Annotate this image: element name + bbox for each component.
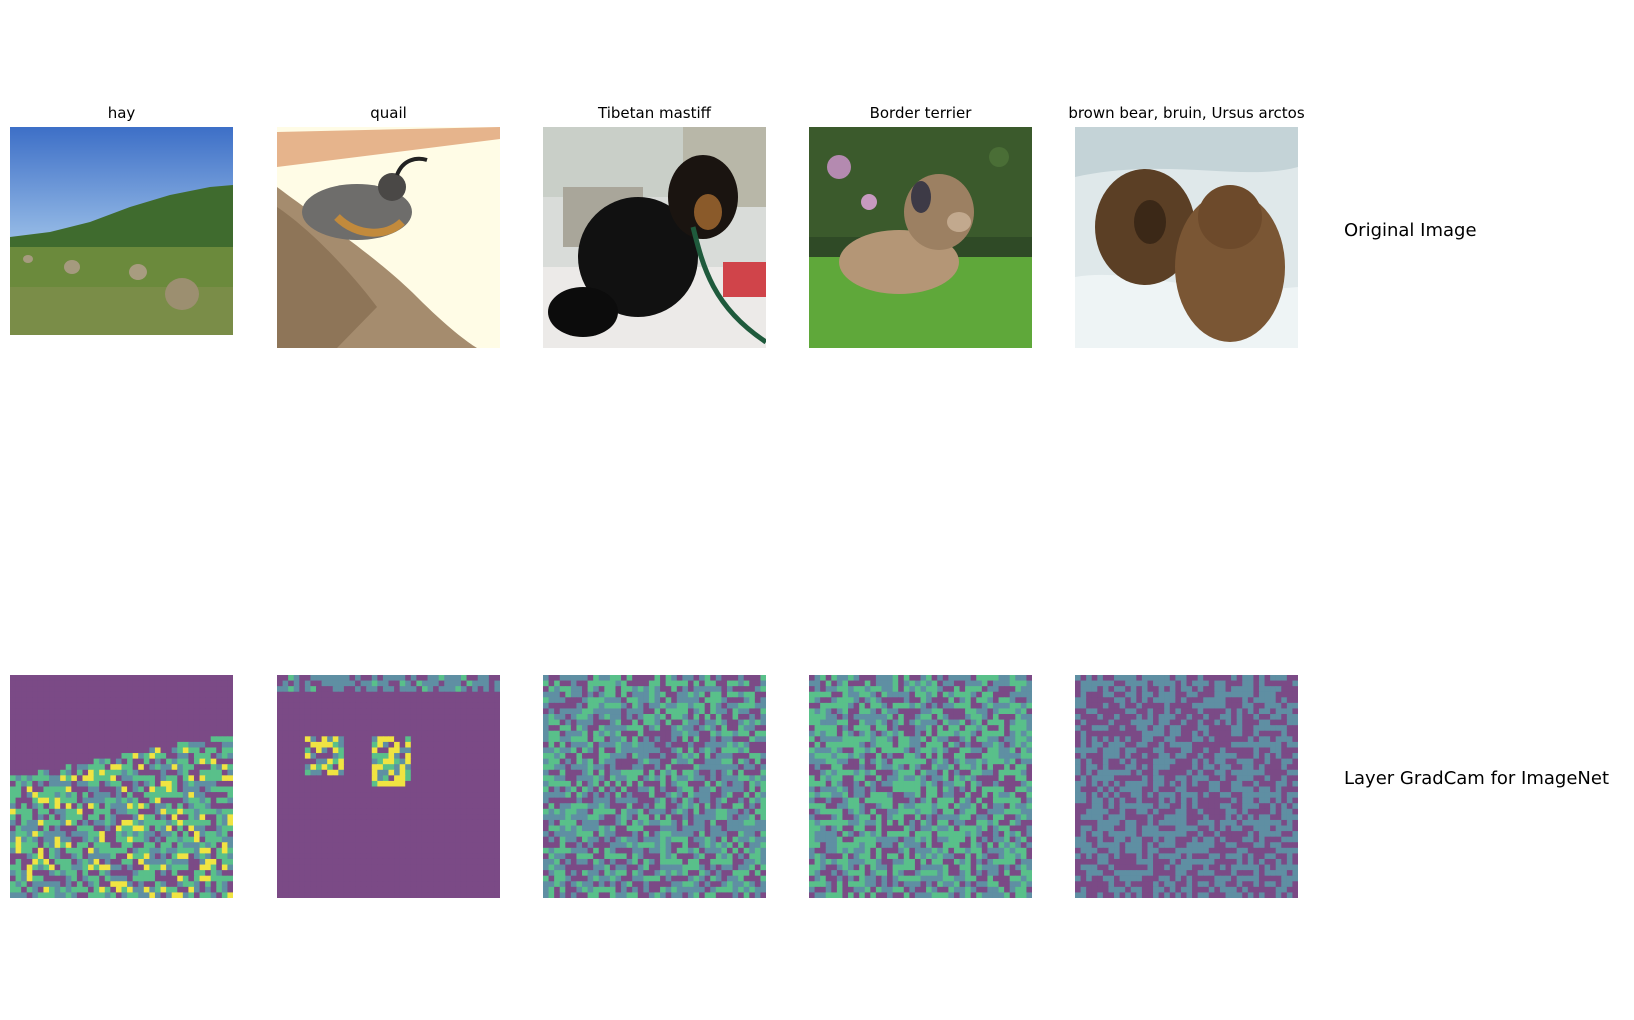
image-tibetan-mastiff — [543, 127, 766, 348]
panel-title: quail — [370, 104, 407, 122]
image-quail — [277, 127, 500, 348]
panel-title: Tibetan mastiff — [598, 104, 711, 122]
image-brown-bear — [1075, 127, 1298, 348]
panel-title: Border terrier — [869, 104, 972, 122]
heatmap-hay — [10, 675, 233, 898]
row-label-gradcam: Layer GradCam for ImageNet — [1344, 768, 1610, 789]
panel-title: brown bear, bruin, Ursus arctos — [1068, 104, 1305, 122]
panel-title: hay — [107, 104, 136, 122]
image-hay — [10, 127, 233, 335]
heatmap-quail — [277, 675, 500, 898]
heatmap-border-terrier — [809, 675, 1032, 898]
image-border-terrier — [809, 127, 1032, 348]
heatmap-brown-bear — [1075, 675, 1298, 898]
heatmap-tibetan-mastiff — [543, 675, 766, 898]
row-label-original: Original Image — [1344, 220, 1477, 241]
